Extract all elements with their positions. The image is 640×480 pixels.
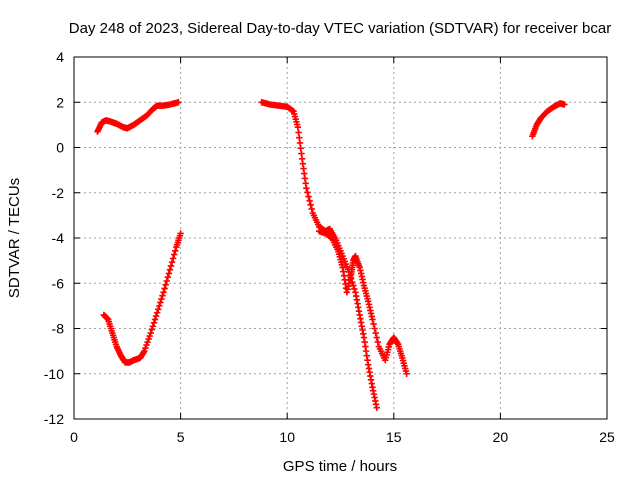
grid-lines	[74, 57, 607, 419]
data-point	[305, 193, 312, 200]
data-point	[163, 277, 170, 285]
data-point	[157, 299, 164, 306]
x-axis-label: GPS time / hours	[283, 458, 397, 475]
data-point	[153, 309, 161, 316]
series-seg-a	[94, 99, 182, 135]
series-seg-b	[100, 230, 184, 366]
y-tick-label: 0	[56, 140, 64, 156]
data-point	[374, 338, 382, 346]
data-point	[370, 320, 377, 328]
data-point	[169, 255, 177, 262]
y-tick-label: -4	[52, 230, 65, 246]
x-tick-label: 15	[386, 429, 402, 445]
data-point	[165, 270, 173, 277]
data-point	[142, 344, 149, 352]
data-point	[156, 302, 163, 310]
data-point	[151, 316, 159, 323]
data-point	[160, 289, 167, 296]
axis-ticks	[73, 56, 608, 420]
data-point	[164, 274, 172, 281]
data-point	[372, 329, 379, 337]
y-tick-label: -6	[52, 275, 65, 291]
series-seg-c	[258, 99, 380, 411]
data-point	[148, 326, 156, 333]
data-point	[351, 285, 358, 293]
data-point	[561, 101, 568, 108]
data-point	[306, 197, 313, 204]
data-point	[146, 332, 153, 340]
data-point	[373, 404, 380, 411]
data-point	[307, 201, 314, 209]
data-point	[171, 251, 178, 258]
data-point	[167, 262, 175, 270]
x-tick-label: 25	[599, 429, 615, 445]
y-tick-label: -10	[44, 366, 64, 382]
data-point	[303, 185, 310, 192]
data-point	[308, 205, 315, 213]
x-tick-label: 5	[177, 429, 185, 445]
data-point	[403, 370, 410, 377]
x-tick-label: 10	[279, 429, 295, 445]
x-tick-labels: 0 5 10 15 20 25	[70, 429, 615, 445]
y-tick-label: 2	[56, 94, 64, 110]
data-point	[158, 295, 165, 303]
y-tick-label: -2	[52, 185, 65, 201]
data-point	[166, 266, 174, 273]
data-point	[168, 258, 176, 266]
data-point	[145, 335, 152, 343]
y-tick-label: -8	[52, 321, 65, 337]
data-point	[143, 341, 150, 349]
data-point	[149, 323, 157, 330]
series-seg-e	[529, 100, 568, 140]
x-tick-label: 0	[70, 429, 78, 445]
data-point	[175, 99, 182, 106]
data-point	[373, 334, 380, 341]
data-point	[177, 230, 184, 237]
x-tick-label: 20	[493, 429, 509, 445]
data-point	[162, 281, 169, 288]
data-series	[94, 99, 568, 411]
data-point	[172, 247, 179, 255]
y-tick-label: -12	[44, 411, 64, 427]
y-axis-label: SDTVAR / TECUs	[6, 178, 23, 298]
data-point	[161, 285, 168, 292]
data-point	[159, 292, 166, 299]
y-tick-label: 4	[56, 49, 64, 65]
chart-title: Day 248 of 2023, Sidereal Day-to-day VTE…	[69, 20, 611, 37]
series-seg-d	[315, 228, 410, 377]
data-point	[144, 338, 151, 346]
data-point	[152, 312, 160, 320]
data-point	[371, 325, 378, 332]
data-point	[155, 306, 162, 313]
data-point	[369, 316, 376, 323]
data-point	[141, 347, 148, 355]
data-point	[150, 319, 158, 327]
data-point	[304, 189, 311, 196]
data-point	[147, 329, 154, 337]
y-tick-labels: -12 -10 -8 -6 -4 -2 0 2 4	[44, 49, 64, 427]
